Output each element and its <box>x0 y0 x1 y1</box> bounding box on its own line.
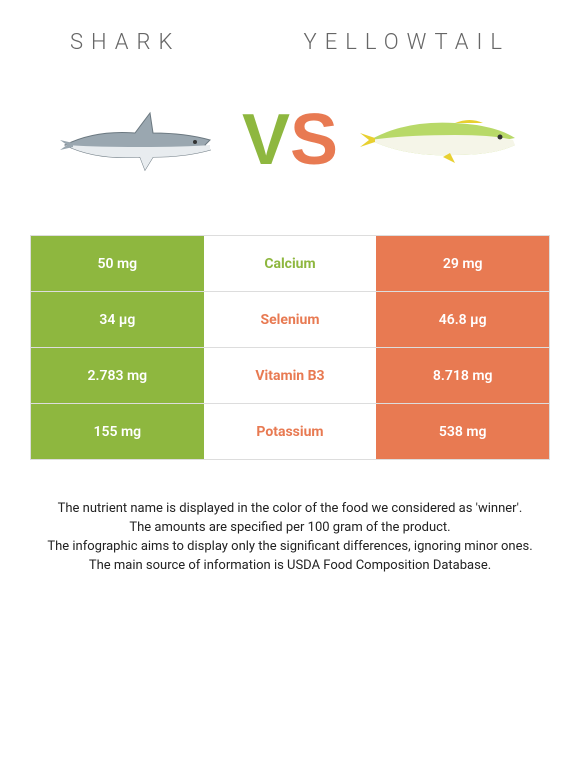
table-row: 50 mgCalcium29 mg <box>31 235 549 291</box>
footer-line-3: The infographic aims to display only the… <box>40 538 540 557</box>
table-row: 34 µgSelenium46.8 µg <box>31 291 549 347</box>
images-row: VS <box>30 65 550 235</box>
table-row: 155 mgPotassium538 mg <box>31 403 549 459</box>
footer-line-1: The nutrient name is displayed in the co… <box>40 500 540 519</box>
left-value-cell: 2.783 mg <box>31 348 204 403</box>
left-value-cell: 155 mg <box>31 404 204 459</box>
footer-notes: The nutrient name is displayed in the co… <box>30 460 550 575</box>
shark-icon <box>50 75 230 205</box>
table-row: 2.783 mgVitamin B38.718 mg <box>31 347 549 403</box>
nutrient-name-cell: Selenium <box>204 292 377 347</box>
left-value-cell: 50 mg <box>31 236 204 291</box>
right-value-cell: 46.8 µg <box>376 292 549 347</box>
right-value-cell: 29 mg <box>376 236 549 291</box>
nutrient-name-cell: Vitamin B3 <box>204 348 377 403</box>
yellowtail-icon <box>350 75 530 205</box>
vs-v: V <box>242 100 290 180</box>
right-food-title: Yellowtail <box>304 30 510 55</box>
left-food-title: Shark <box>70 30 180 55</box>
vs-label: VS <box>242 99 338 181</box>
nutrient-table: 50 mgCalcium29 mg34 µgSelenium46.8 µg2.7… <box>30 235 550 460</box>
footer-line-4: The main source of information is USDA F… <box>40 557 540 576</box>
nutrient-name-cell: Calcium <box>204 236 377 291</box>
vs-s: S <box>290 100 338 180</box>
header-row: Shark Yellowtail <box>30 30 550 65</box>
left-value-cell: 34 µg <box>31 292 204 347</box>
footer-line-2: The amounts are specified per 100 gram o… <box>40 519 540 538</box>
nutrient-name-cell: Potassium <box>204 404 377 459</box>
right-value-cell: 538 mg <box>376 404 549 459</box>
right-value-cell: 8.718 mg <box>376 348 549 403</box>
